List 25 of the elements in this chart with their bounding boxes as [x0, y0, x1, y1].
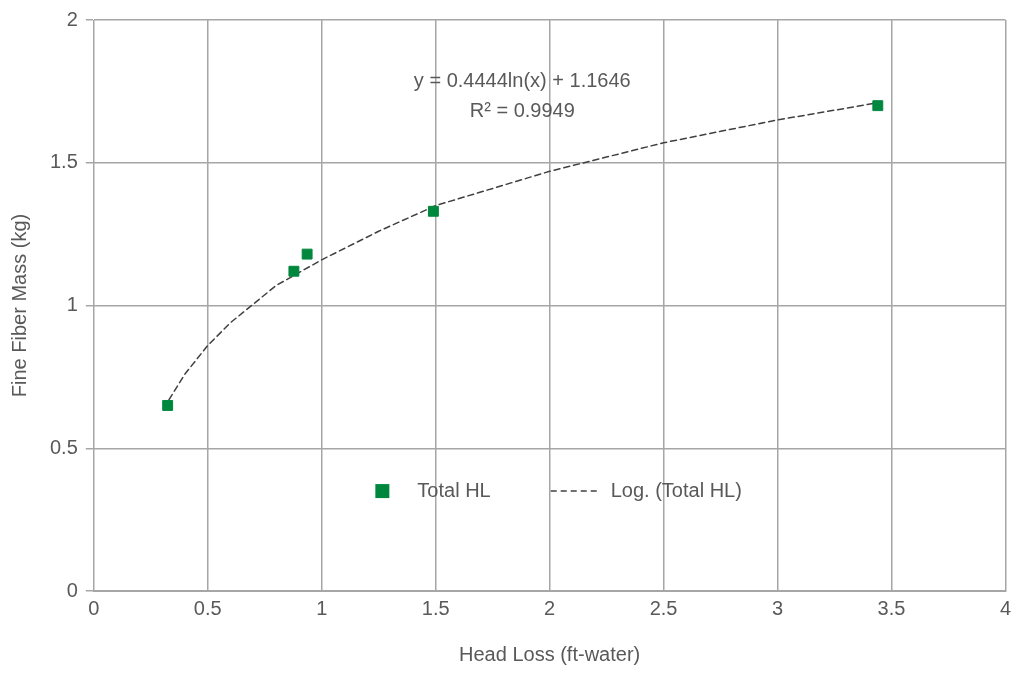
x-tick-label: 3 [771, 596, 784, 619]
annotation: R² = 0.9949 [469, 98, 575, 121]
y-tick-label: 2 [66, 7, 78, 30]
x-tick-label: 2.5 [649, 596, 678, 619]
y-axis-title: Fine Fiber Mass (kg) [7, 213, 30, 398]
annotation: y = 0.4444ln(x) + 1.1646 [413, 68, 631, 91]
y-tick-label: 1 [66, 293, 78, 316]
x-axis-title: Head Loss (ft-water) [459, 642, 641, 665]
x-tick-label: 0 [88, 596, 100, 619]
y-tick-label: 1.5 [49, 150, 78, 173]
legend-label: Total HL [417, 478, 491, 501]
point [301, 248, 313, 260]
x-tick-label: 4 [999, 596, 1011, 619]
point [288, 265, 300, 277]
x-tick-label: 1 [316, 596, 328, 619]
point [872, 100, 884, 112]
x-tick-label: 1.5 [421, 596, 450, 619]
point [427, 205, 439, 217]
y-tick-label: 0 [66, 578, 78, 601]
x-tick-label: 2 [544, 596, 556, 619]
x-tick-label: 3.5 [877, 596, 906, 619]
y-tick-label: 0.5 [49, 435, 78, 458]
point [162, 399, 174, 411]
x-tick-label: 0.5 [193, 596, 222, 619]
legend-label: Log. (Total HL) [610, 478, 742, 501]
